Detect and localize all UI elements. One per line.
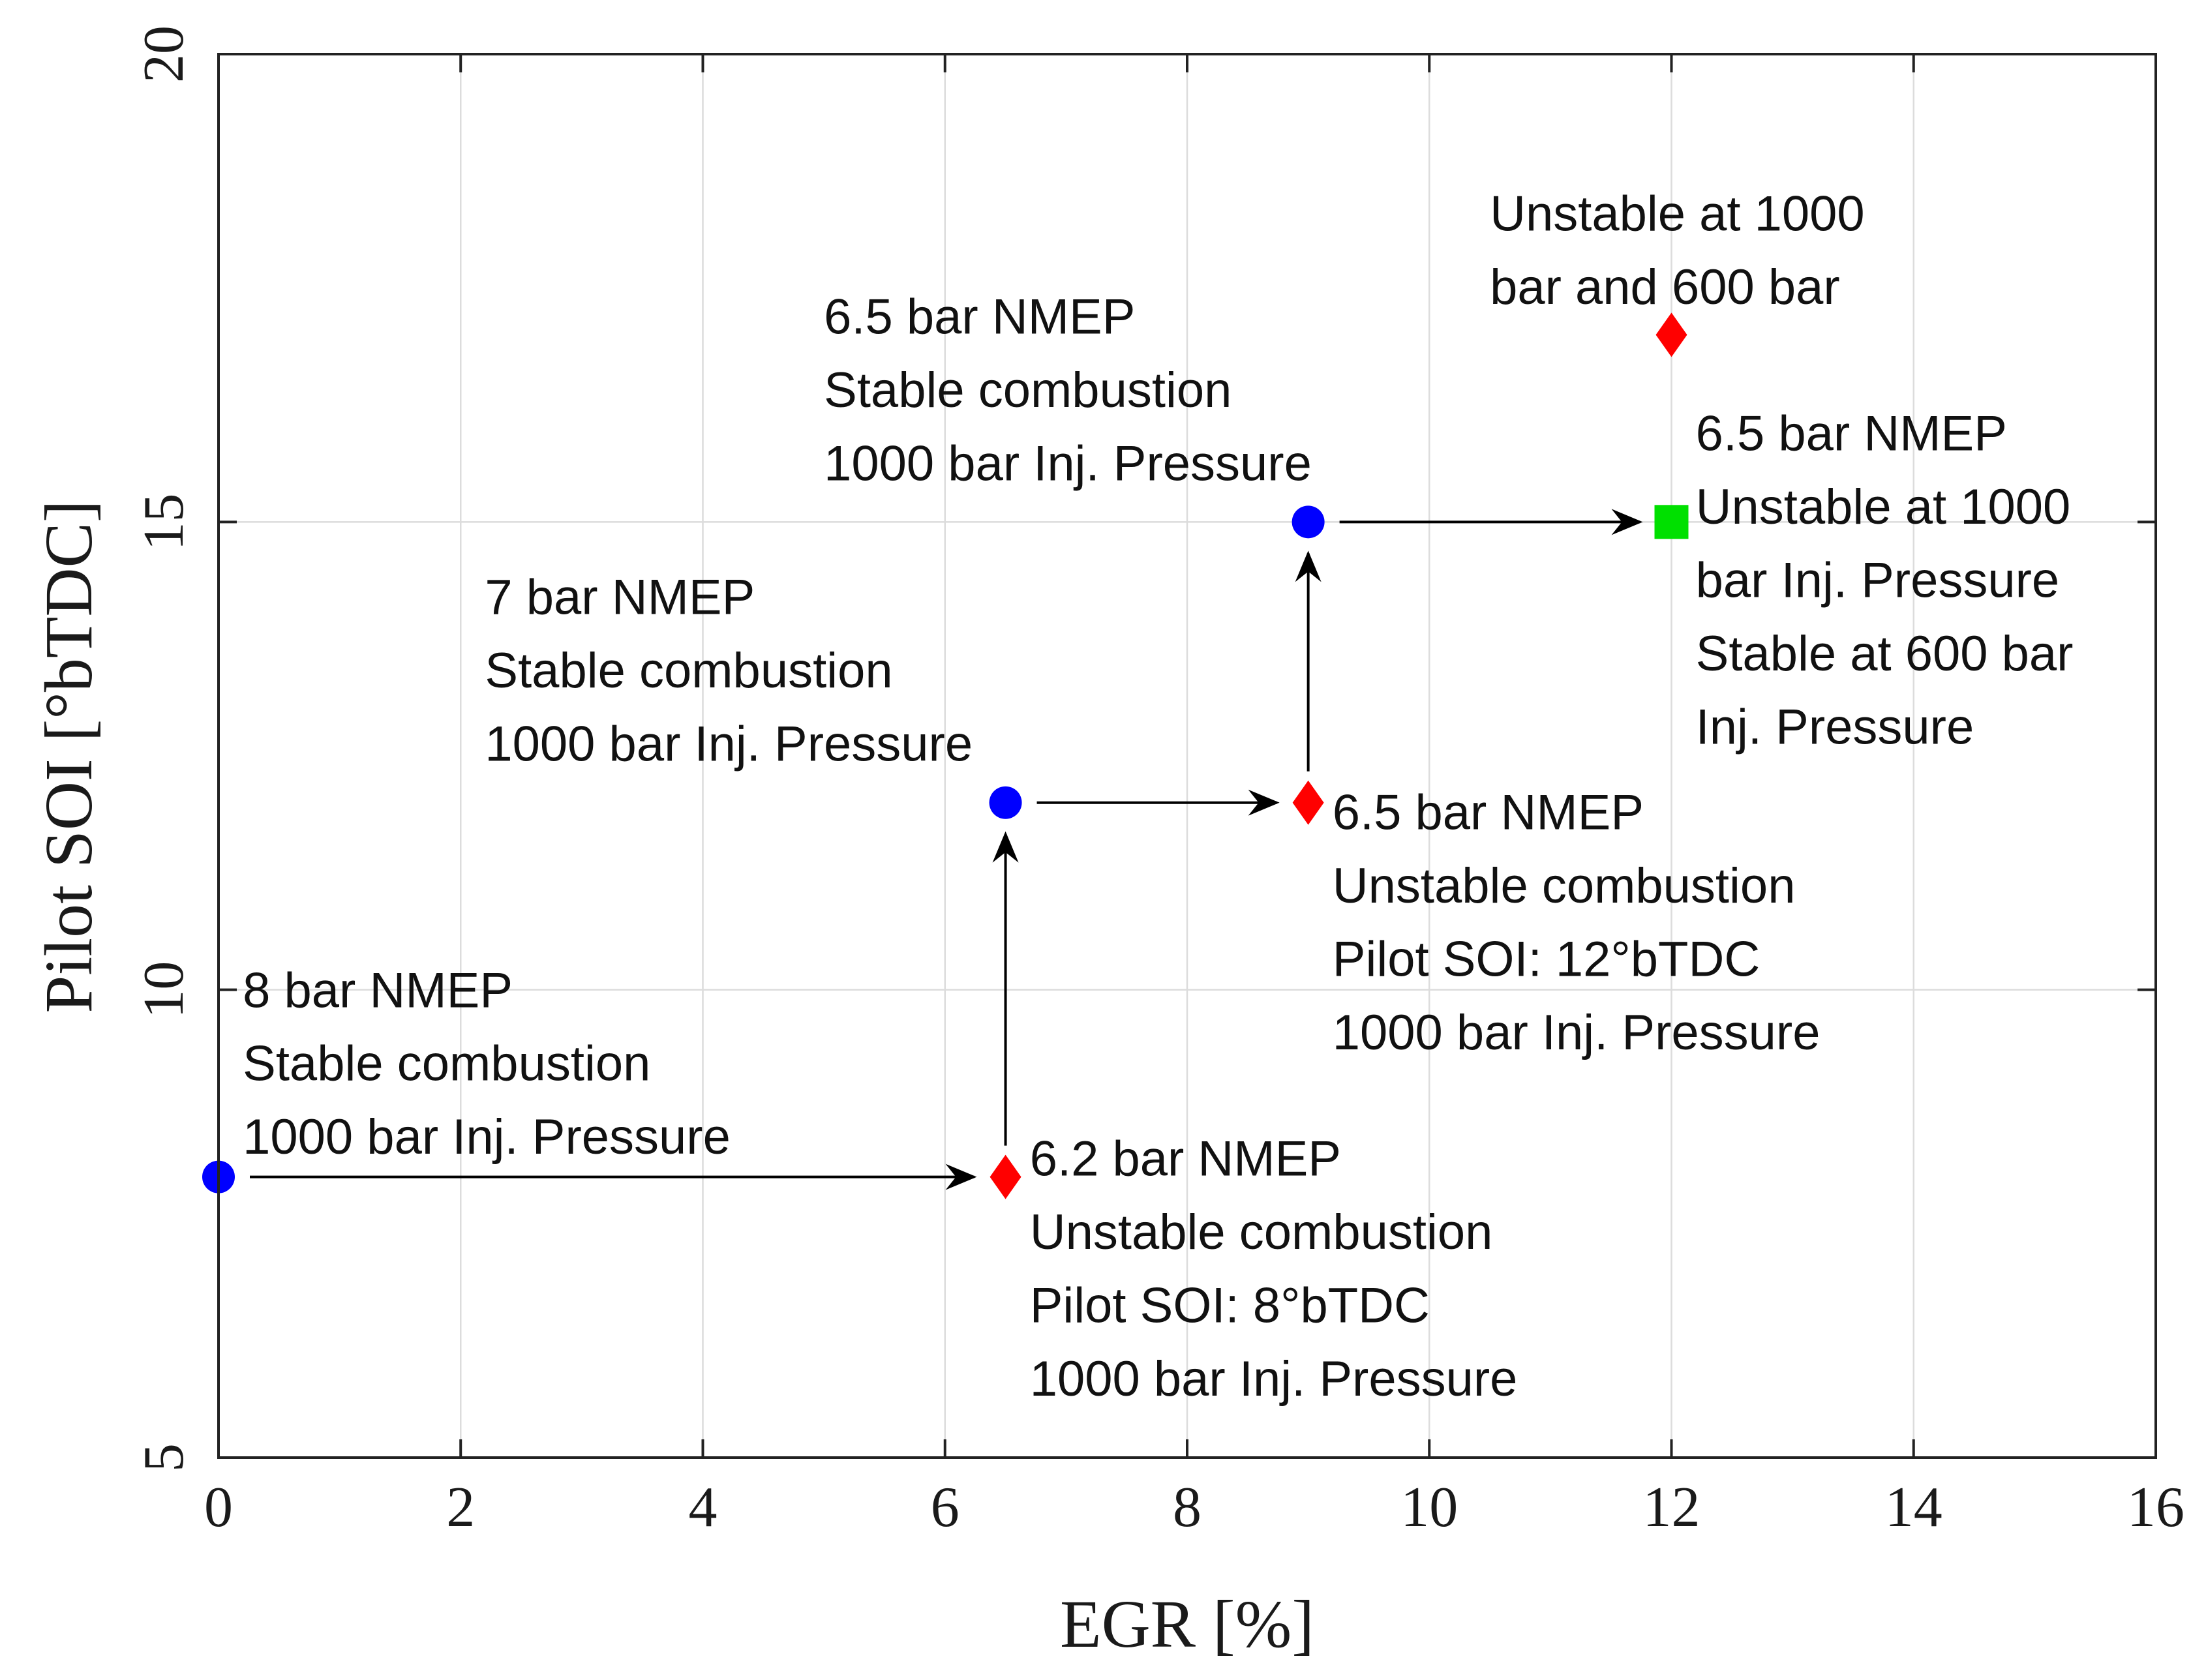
annotation-line: 1000 bar Inj. Pressure	[1333, 1005, 1821, 1060]
y-tick-label: 10	[132, 961, 196, 1019]
annotation-line: Unstable combustion	[1333, 858, 1796, 914]
annotation-line: 1000 bar Inj. Pressure	[243, 1109, 731, 1165]
annotation-line: bar Inj. Pressure	[1696, 553, 2060, 608]
grid	[219, 54, 2156, 1458]
data-points	[202, 312, 1689, 1199]
annotation-line: Pilot SOI: 12°bTDC	[1333, 932, 1760, 987]
x-tick-label: 12	[1643, 1476, 1700, 1539]
x-tick-label: 14	[1885, 1476, 1942, 1539]
annotation: 6.5 bar NMEP Stable combustion 1000 bar In…	[824, 289, 1312, 491]
annotation-line: Unstable at 1000	[1490, 186, 1865, 241]
annotation-line: 1000 bar Inj. Pressure	[485, 717, 973, 772]
annotation-line: Pilot SOI: 8°bTDC	[1030, 1278, 1430, 1333]
x-tick-label: 4	[689, 1476, 718, 1539]
annotation-line: Stable combustion	[824, 363, 1231, 418]
annotation-line: 6.2 bar NMEP	[1030, 1132, 1341, 1187]
point-unstable	[1292, 780, 1324, 825]
point-unstable	[990, 1154, 1021, 1199]
x-tick-label: 10	[1400, 1476, 1458, 1539]
annotation: 7 bar NMEP Stable combustion 1000 bar Inj.…	[485, 570, 973, 772]
annotation-line: Unstable at 1000	[1696, 479, 2071, 535]
y-tick-label: 20	[132, 25, 196, 83]
y-axis-label: Pilot SOI [°bTDC]	[31, 500, 106, 1013]
x-tick-label: 0	[204, 1476, 233, 1539]
annotation: Unstable at 1000 bar and 600 bar	[1490, 186, 1865, 314]
annotation-line: 6.5 bar NMEP	[1696, 406, 2007, 462]
annotation-line: 1000 bar Inj. Pressure	[824, 436, 1312, 491]
y-tick-label: 5	[132, 1443, 196, 1472]
x-tick-label: 8	[1173, 1476, 1201, 1539]
annotation: 6.5 bar NMEP Unstable at 1000 bar Inj. Pre…	[1696, 406, 2074, 755]
point-stable	[989, 786, 1022, 819]
annotation-line: 8 bar NMEP	[243, 963, 513, 1018]
point-mixed	[1654, 505, 1689, 539]
annotation-line: Stable at 600 bar	[1696, 626, 2074, 682]
annotation-line: Unstable combustion	[1030, 1205, 1493, 1260]
x-tick-label: 6	[931, 1476, 959, 1539]
annotation: 8 bar NMEP Stable combustion 1000 bar Inj.…	[243, 963, 731, 1165]
annotation: 6.2 bar NMEP Unstable combustion Pilot SOI…	[1030, 1132, 1518, 1407]
annotation-line: 1000 bar Inj. Pressure	[1030, 1351, 1518, 1407]
annotations: 8 bar NMEP Stable combustion 1000 bar Inj.…	[243, 186, 2073, 1406]
annotation-line: Stable combustion	[243, 1036, 650, 1092]
annotation-line: 6.5 bar NMEP	[824, 289, 1135, 344]
annotation-line: 7 bar NMEP	[485, 570, 755, 625]
y-tick-label: 15	[132, 493, 196, 550]
x-tick-label: 2	[446, 1476, 475, 1539]
annotation: 6.5 bar NMEP Unstable combustion Pilot SOI…	[1333, 785, 1821, 1060]
annotation-line: Inj. Pressure	[1696, 700, 1974, 755]
annotation-line: bar and 600 bar	[1490, 260, 1840, 315]
point-stable	[1292, 505, 1325, 539]
annotation-line: Stable combustion	[485, 643, 892, 698]
x-axis-label: EGR [%]	[1060, 1587, 1314, 1662]
tick-labels: 0 2 4 6 8 10 12 14 16 5 10 15 20	[132, 25, 2184, 1539]
annotation-line: 6.5 bar NMEP	[1333, 785, 1644, 841]
point-unstable	[1655, 312, 1687, 357]
arrows	[250, 509, 1643, 1190]
x-tick-label: 16	[2127, 1476, 2184, 1539]
